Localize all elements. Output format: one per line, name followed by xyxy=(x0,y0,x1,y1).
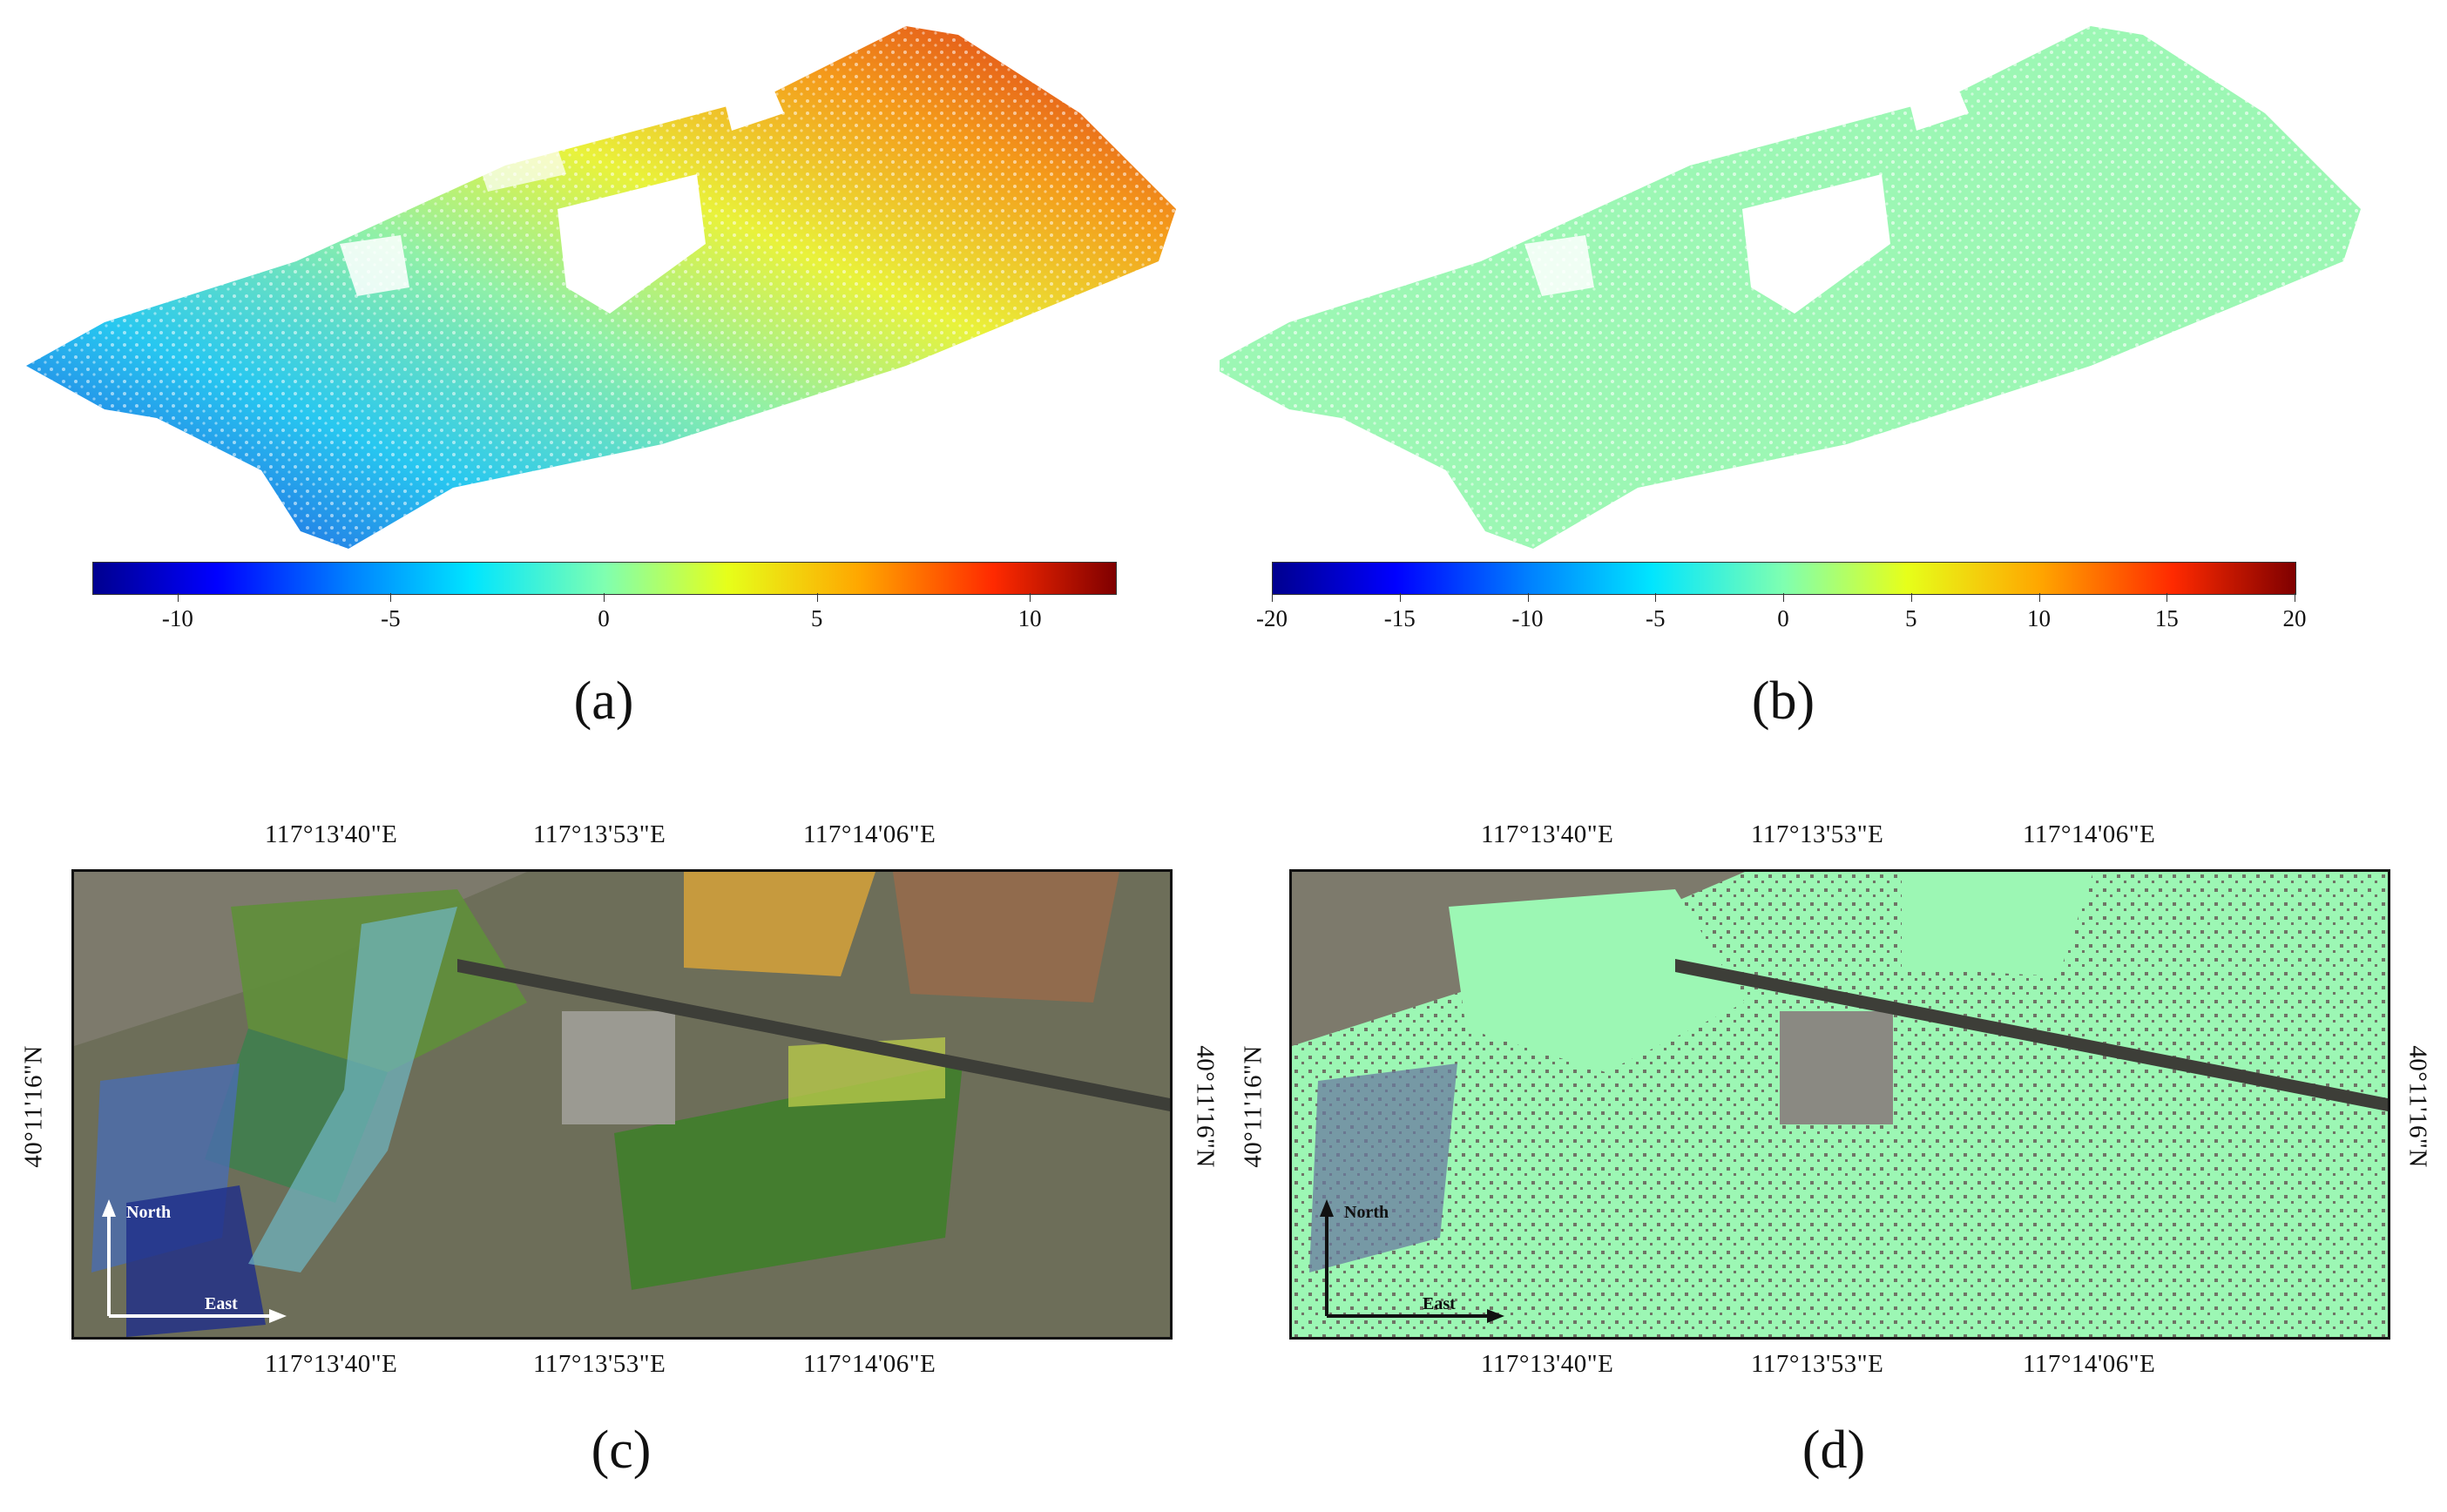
bottom-coord-c-3: 117°14'06"E xyxy=(803,1350,936,1378)
bottom-coord-c-1: 117°13'40"E xyxy=(265,1350,398,1378)
panel-label-b: (b) xyxy=(1751,672,1815,731)
satellite-overlay-c xyxy=(74,872,1170,1337)
top-coord-c-2: 117°13'53"E xyxy=(533,820,666,848)
bottom-coord-d-2: 117°13'53"E xyxy=(1751,1350,1884,1378)
colorbar-tick-label-b-8: 20 xyxy=(2282,605,2307,631)
east-label-c: East xyxy=(205,1294,238,1313)
panel-label-d: (d) xyxy=(1801,1421,1866,1480)
colorbar-tick-b-7 xyxy=(2166,593,2168,602)
colorbar-tick-b-4 xyxy=(1783,593,1784,602)
right-coord-c: 40°11'16"N xyxy=(1191,1045,1220,1168)
colorbar-tick-label-a-4: 10 xyxy=(1017,605,1042,631)
north-label-d: North xyxy=(1344,1203,1389,1222)
compass-d xyxy=(1320,1199,1504,1323)
bottom-coord-d-3: 117°14'06"E xyxy=(2023,1350,2156,1378)
colorbar-tick-label-a-2: 0 xyxy=(598,605,610,631)
point-cloud-b xyxy=(1220,26,2361,549)
north-label-c: North xyxy=(126,1203,172,1222)
colorbar-tick-a-2 xyxy=(604,593,605,602)
colorbar-tick-label-a-0: -10 xyxy=(161,605,193,631)
point-cloud-a xyxy=(26,26,1176,549)
panel-c: 117°13'40"E 117°13'53"E 117°14'06"E N xyxy=(0,801,1220,1512)
colorbar-tick-label-b-6: 10 xyxy=(2027,605,2051,631)
top-coord-c-1: 117°13'40"E xyxy=(265,820,398,848)
right-coord-d: 40°11'16"N xyxy=(2403,1045,2432,1168)
colorbar-a xyxy=(92,562,1117,595)
satellite-overlay-d xyxy=(1292,872,2388,1337)
colorbar-tick-a-4 xyxy=(1030,593,1031,602)
bottom-coord-d-1: 117°13'40"E xyxy=(1481,1350,1614,1378)
colorbar-tick-label-b-0: -20 xyxy=(1256,605,1288,631)
colorbar-tick-b-6 xyxy=(2038,593,2040,602)
top-coord-c-3: 117°14'06"E xyxy=(803,820,936,848)
panel-label-a: (a) xyxy=(573,672,634,731)
colorbar-tick-a-1 xyxy=(390,593,392,602)
colorbar-tick-label-a-3: 5 xyxy=(810,605,823,631)
colorbar-tick-a-0 xyxy=(177,593,179,602)
colorbar-tick-label-a-1: -5 xyxy=(381,605,401,631)
top-coord-d-1: 117°13'40"E xyxy=(1481,820,1614,848)
colorbar-tick-label-b-5: 5 xyxy=(1905,605,1917,631)
compass-c xyxy=(102,1199,287,1323)
colorbar-tick-label-b-7: 15 xyxy=(2154,605,2179,631)
panel-a: -10 -5 0 5 10 (a) xyxy=(0,0,1220,766)
top-coord-d-2: 117°13'53"E xyxy=(1751,820,1884,848)
colorbar-tick-label-b-4: 0 xyxy=(1777,605,1789,631)
colorbar-tick-a-3 xyxy=(816,593,818,602)
colorbar-tick-b-1 xyxy=(1399,593,1401,602)
colorbar-tick-label-b-1: -15 xyxy=(1383,605,1416,631)
top-coord-d-3: 117°14'06"E xyxy=(2023,820,2156,848)
east-label-d: East xyxy=(1423,1294,1456,1313)
colorbar-tick-b-5 xyxy=(1910,593,1912,602)
colorbar-tick-b-3 xyxy=(1655,593,1657,602)
left-coord-d: 40°11'16"N xyxy=(1239,1045,1267,1168)
bottom-coord-c-2: 117°13'53"E xyxy=(533,1350,666,1378)
map-c: North East xyxy=(71,869,1173,1340)
colorbar-tick-b-2 xyxy=(1527,593,1529,602)
panel-label-c: (c) xyxy=(591,1421,652,1480)
panel-d: 117°13'40"E 117°13'53"E 117°14'06"E xyxy=(1220,801,2447,1512)
colorbar-tick-b-0 xyxy=(1272,593,1273,602)
left-coord-c: 40°11'16"N xyxy=(19,1045,48,1168)
colorbar-tick-label-b-3: -5 xyxy=(1646,605,1666,631)
colorbar-b xyxy=(1272,562,2296,595)
colorbar-tick-label-b-2: -10 xyxy=(1511,605,1544,631)
map-d: North East xyxy=(1289,869,2390,1340)
panel-b: -20 -15 -10 -5 0 5 10 15 20 (b) xyxy=(1220,0,2447,766)
